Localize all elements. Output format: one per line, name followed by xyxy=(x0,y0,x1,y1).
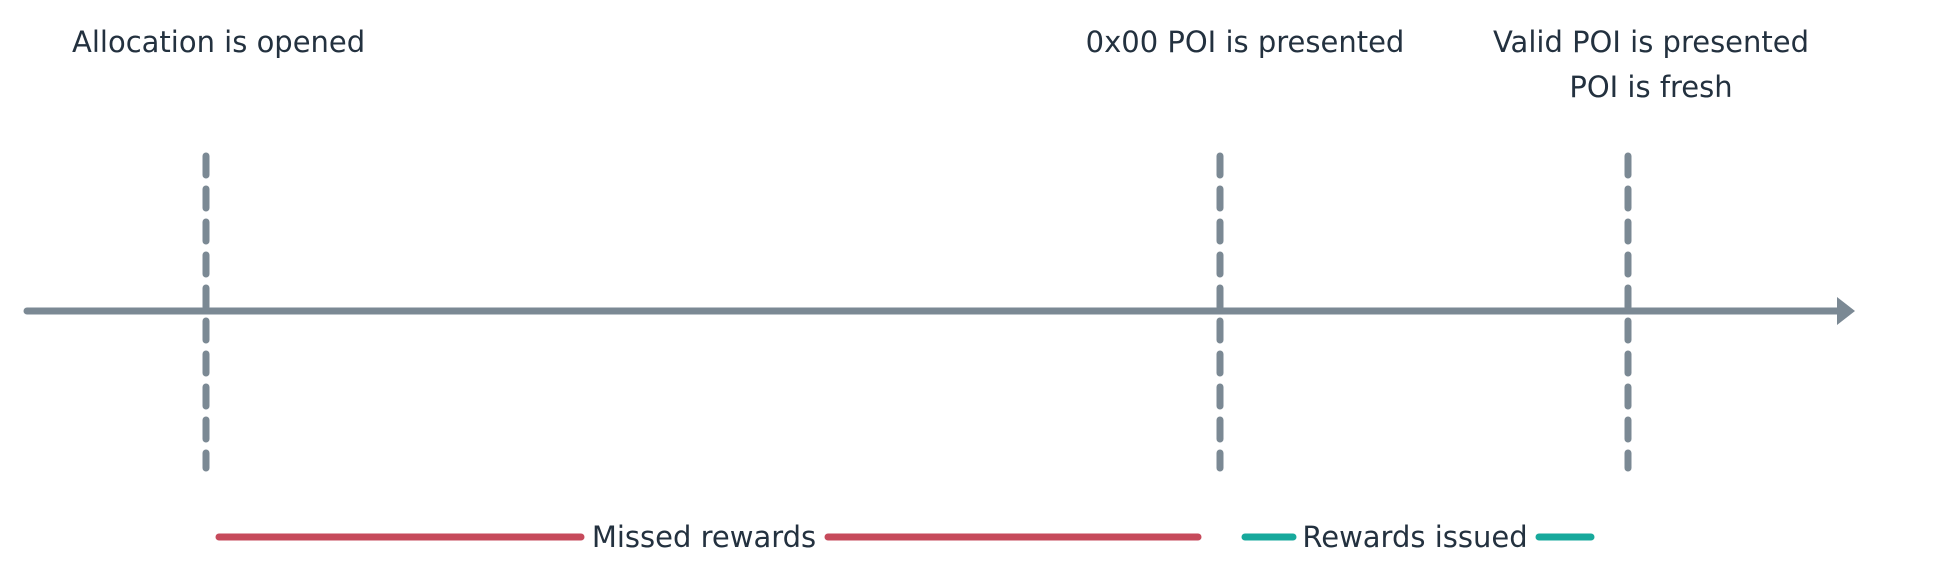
event-label-poi-fresh: POI is fresh xyxy=(1569,70,1732,104)
event-label-allocation-opened: Allocation is opened xyxy=(72,25,365,59)
rewards-issued-label: Rewards issued xyxy=(1302,520,1527,554)
event-label-zero-poi: 0x00 POI is presented xyxy=(1086,25,1405,59)
event-label-valid-poi: Valid POI is presented xyxy=(1493,25,1809,59)
time-axis-arrow-icon xyxy=(1837,297,1855,325)
missed-rewards-label: Missed rewards xyxy=(592,520,816,554)
